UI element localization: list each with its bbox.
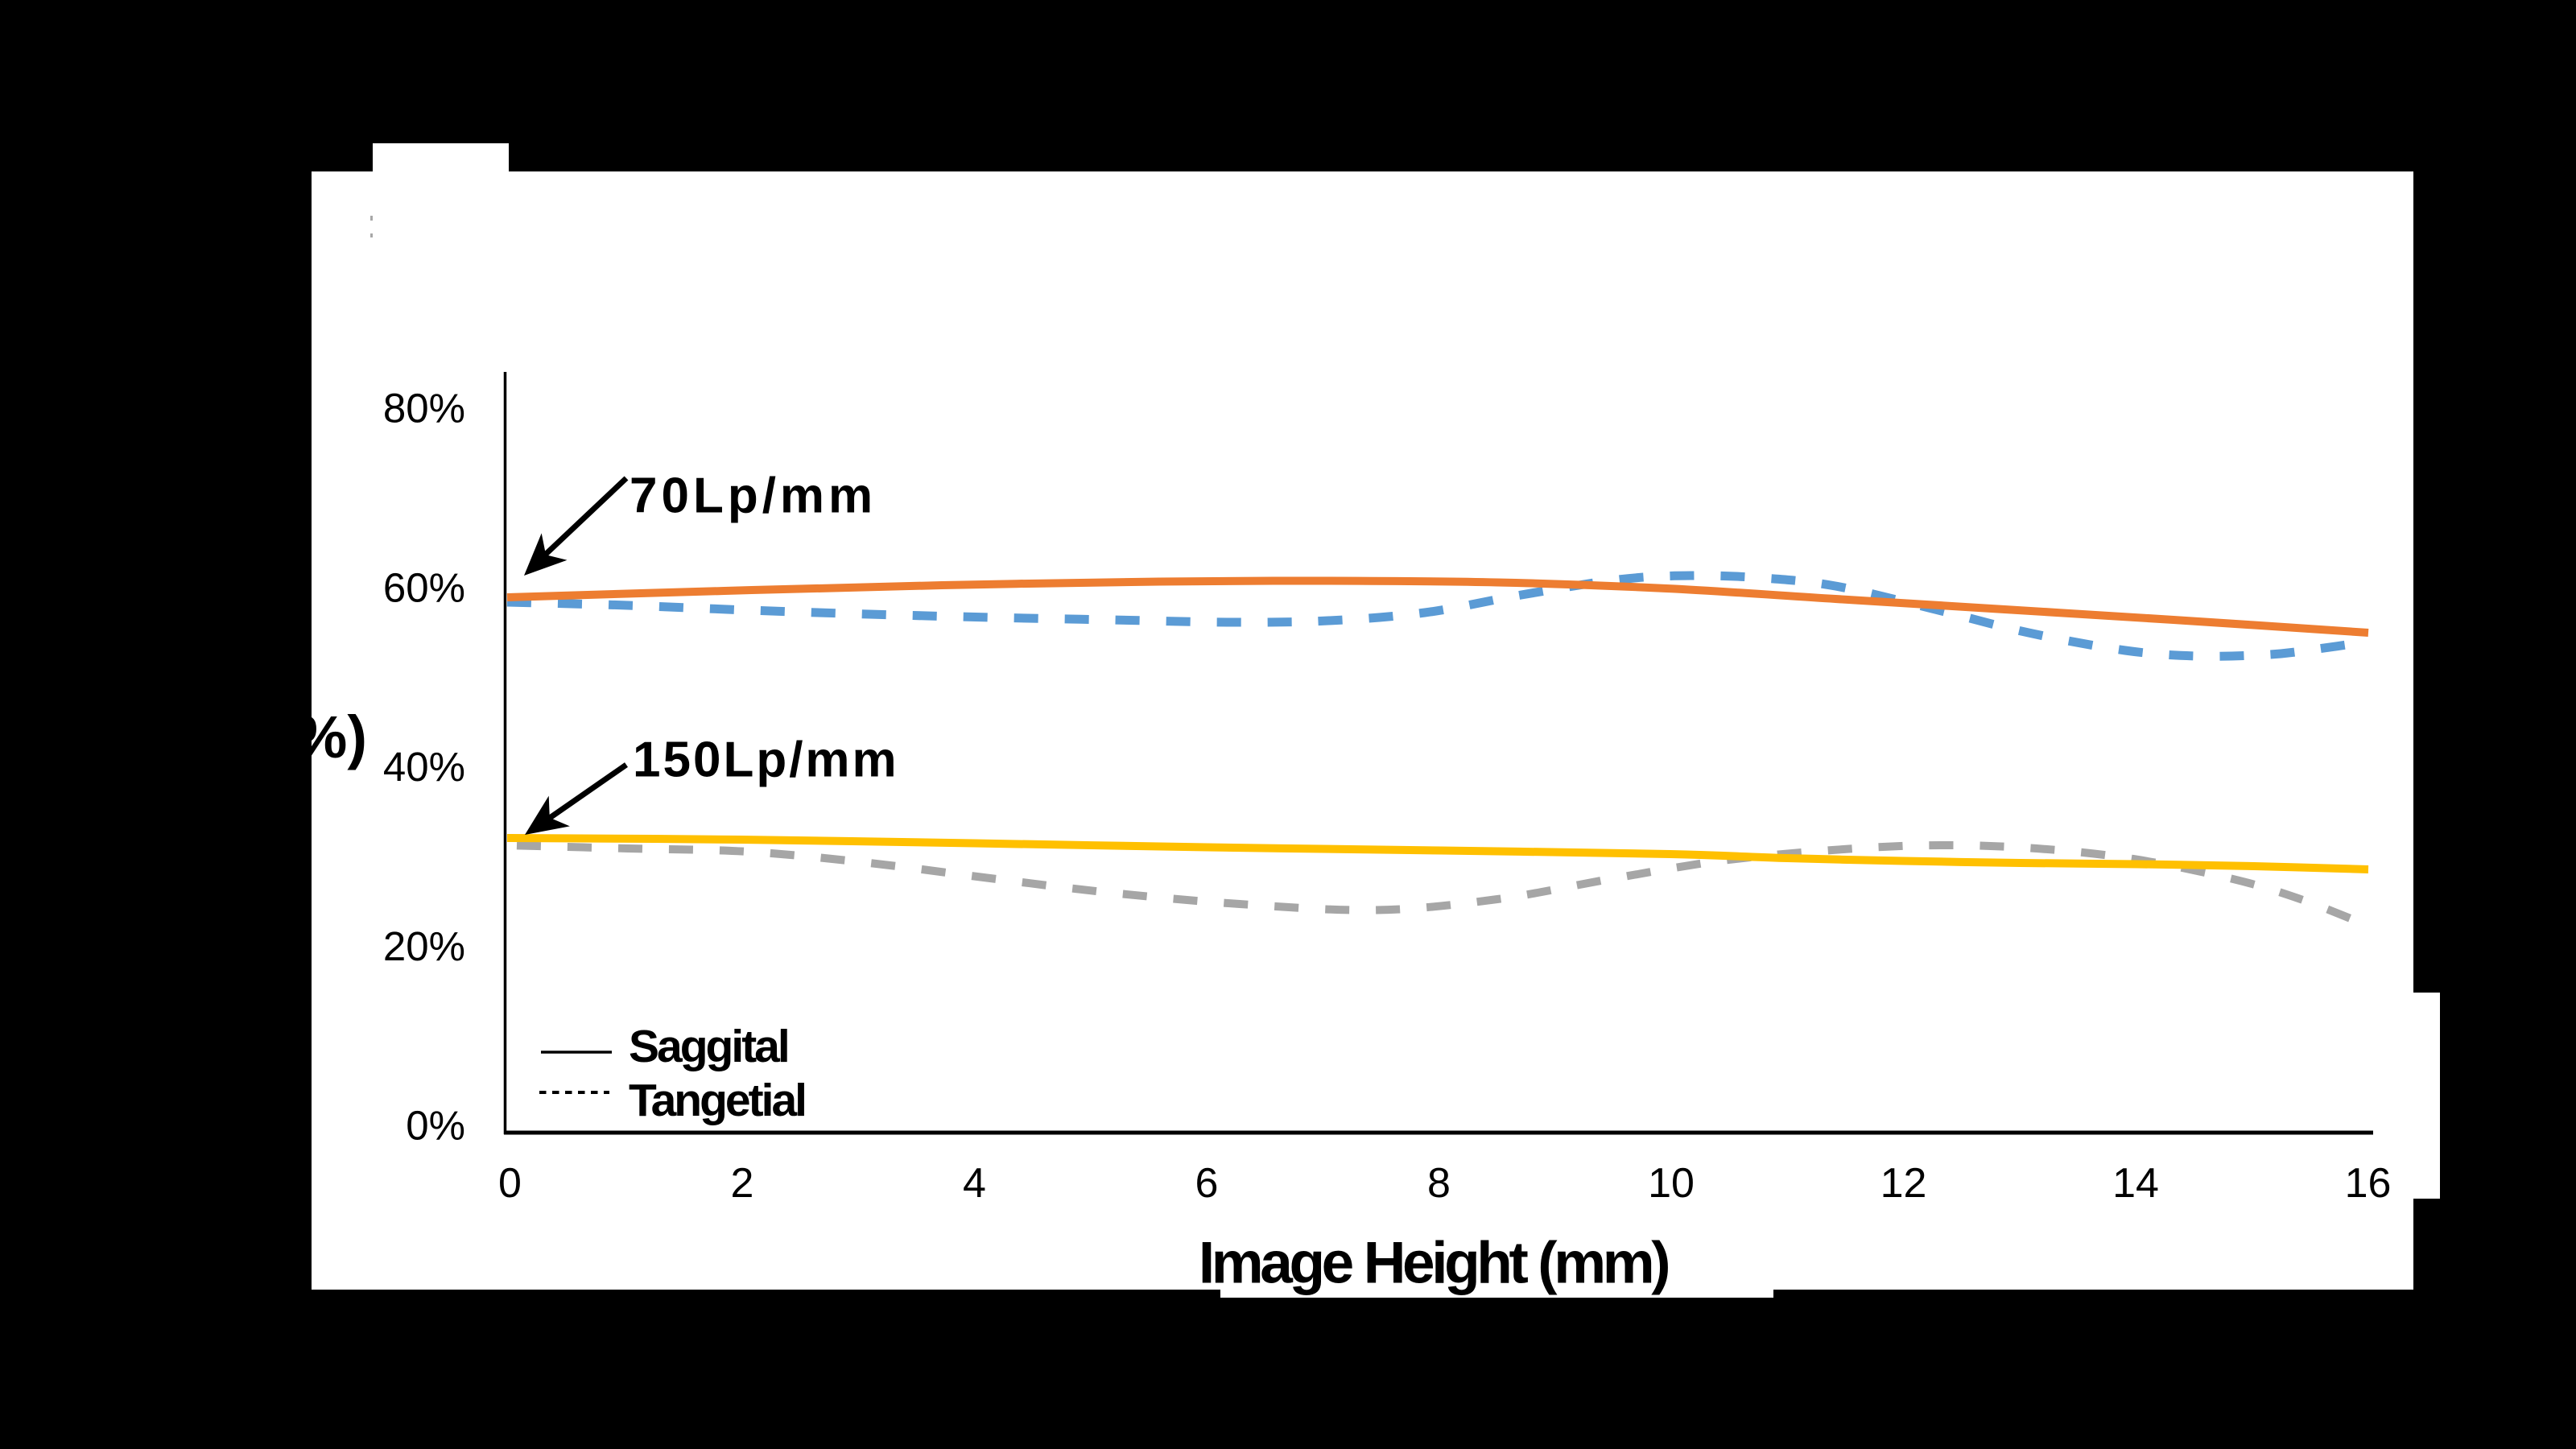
svg-text:60%: 60% <box>383 564 465 610</box>
svg-text:0: 0 <box>498 1160 522 1207</box>
svg-text:0%: 0% <box>406 1103 465 1149</box>
svg-text:80%: 80% <box>383 386 465 431</box>
svg-text:Tangetial: Tangetial <box>629 1075 805 1126</box>
svg-text:2: 2 <box>731 1160 754 1207</box>
svg-text:70Lp/mm: 70Lp/mm <box>630 469 877 524</box>
svg-text:16: 16 <box>2345 1160 2392 1207</box>
svg-text:6: 6 <box>1195 1160 1219 1207</box>
svg-text:10: 10 <box>1648 1160 1695 1207</box>
svg-text:Image Height (mm): Image Height (mm) <box>1199 1231 1668 1296</box>
svg-text:20%: 20% <box>383 923 465 969</box>
svg-text:40%: 40% <box>383 744 465 790</box>
svg-text:14: 14 <box>2112 1160 2159 1207</box>
svg-text:Saggital: Saggital <box>629 1021 788 1072</box>
svg-text:12: 12 <box>1880 1160 1927 1207</box>
svg-text:4: 4 <box>963 1160 986 1207</box>
svg-text:150Lp/mm: 150Lp/mm <box>633 733 899 788</box>
svg-text:8: 8 <box>1427 1160 1451 1207</box>
